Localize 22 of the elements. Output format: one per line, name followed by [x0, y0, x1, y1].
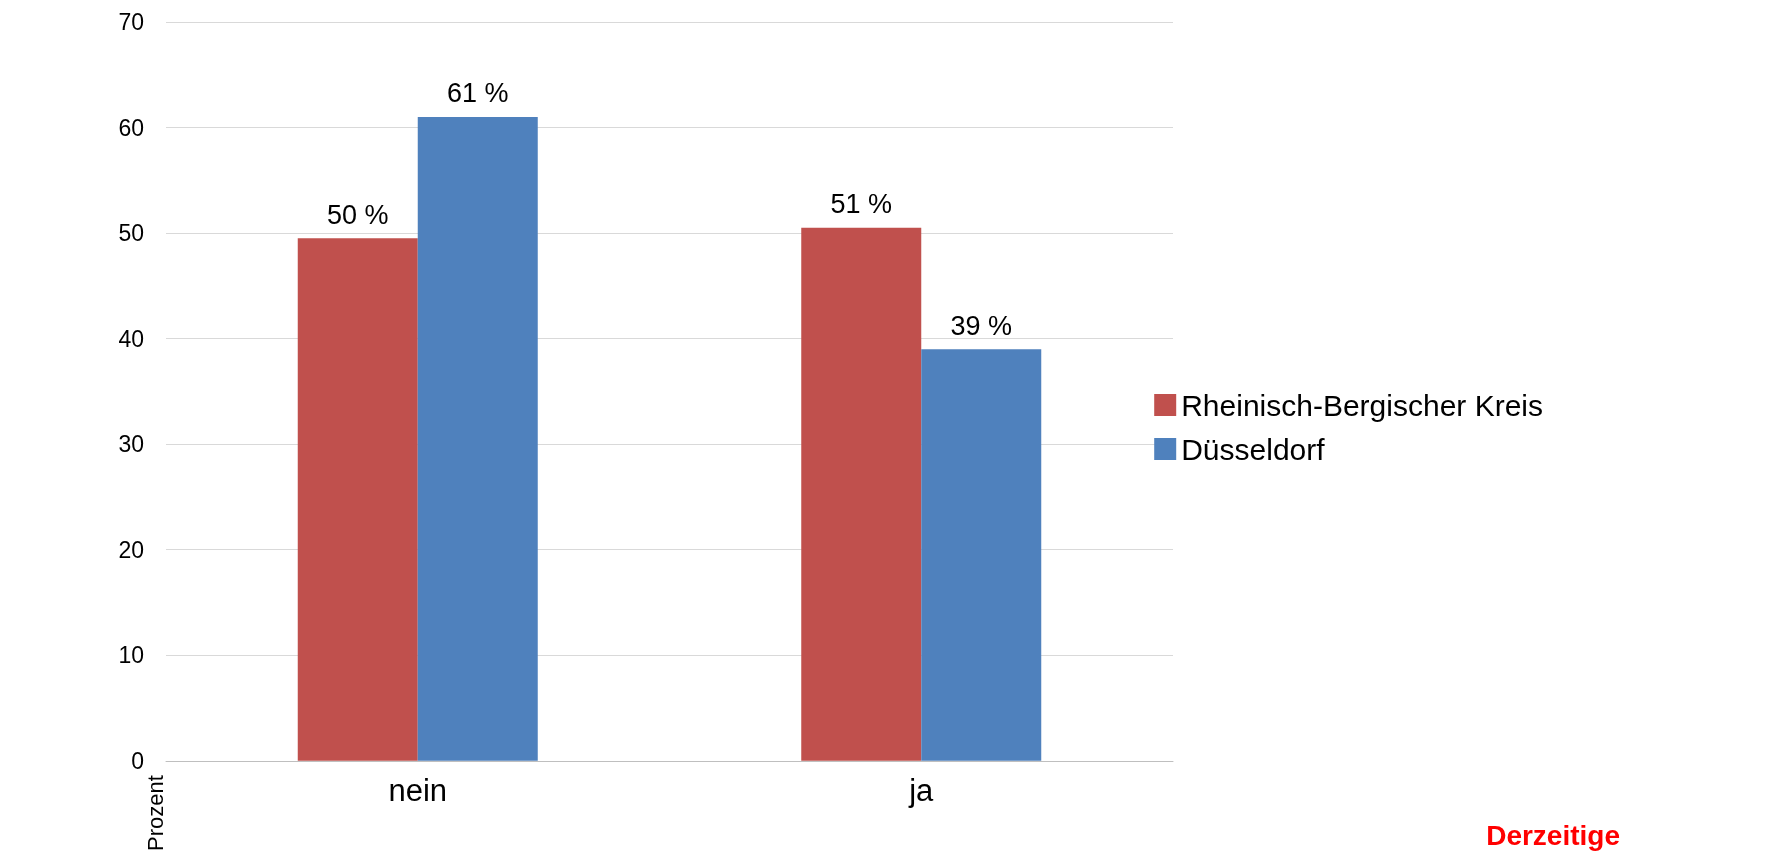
data-label: 50 %	[326, 199, 389, 230]
y-tick-label: 10	[118, 642, 144, 669]
data-label: 39 %	[950, 310, 1013, 341]
y-tick-label: 60	[118, 114, 144, 141]
y-axis-title: Prozent	[142, 775, 168, 851]
legend-label: Düsseldorf	[1181, 432, 1326, 466]
y-tick-label: 70	[118, 9, 144, 35]
y-tick-label: 30	[118, 431, 144, 458]
x-tick-label: nein	[388, 772, 448, 808]
y-tick-label: 40	[118, 325, 144, 352]
x-tick-label: ja	[908, 772, 935, 808]
data-label: 51 %	[830, 189, 893, 220]
y-tick-label: 0	[131, 747, 144, 774]
text: Derzeitige	[1486, 820, 1620, 852]
bar	[801, 227, 922, 761]
legend-label: Rheinisch-Bergischer Kreis	[1181, 388, 1544, 422]
bar	[921, 349, 1042, 761]
data-label: 61 %	[446, 78, 509, 109]
y-tick-label: 50	[118, 220, 144, 247]
bar	[297, 238, 418, 761]
y-tick-label: 20	[118, 536, 144, 563]
bar	[417, 116, 538, 761]
